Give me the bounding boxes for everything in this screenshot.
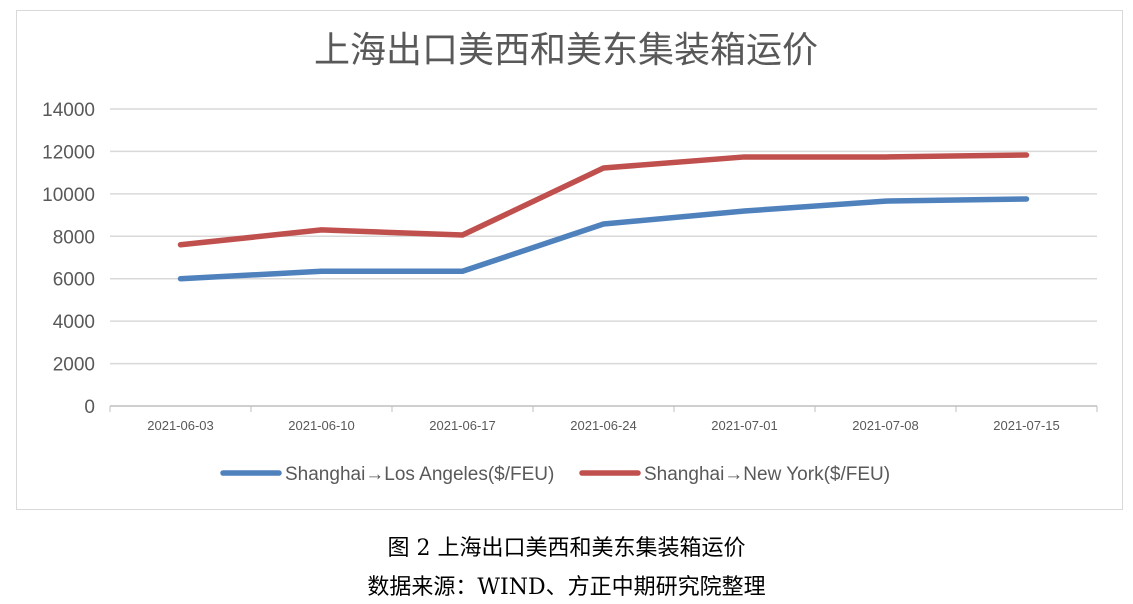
line-chart: 上海出口美西和美东集装箱运价 0 2000 4000 6000 8000 10000 1200… <box>42 30 1098 485</box>
y-tick-label: 4000 <box>53 312 95 333</box>
x-tick-label: 2021-07-08 <box>852 418 919 433</box>
legend-label: Shanghai→Los Angeles($/FEU) <box>285 464 554 485</box>
x-tick-label: 2021-07-15 <box>993 418 1060 433</box>
y-tick-label: 0 <box>84 397 95 418</box>
x-tick-label: 2021-07-01 <box>711 418 778 433</box>
x-tick-label: 2021-06-17 <box>429 418 496 433</box>
y-tick-label: 12000 <box>42 142 95 163</box>
y-tick-label: 2000 <box>53 355 95 376</box>
chart-frame <box>16 10 1123 510</box>
series-line-0 <box>177 196 1030 282</box>
x-tick-label: 2021-06-10 <box>288 418 355 433</box>
y-tick-label: 8000 <box>53 227 95 248</box>
legend-label: Shanghai→New York($/FEU) <box>644 464 890 485</box>
y-tick-label: 6000 <box>53 270 95 291</box>
x-tick-label: 2021-06-03 <box>147 418 214 433</box>
y-tick-label: 10000 <box>42 185 95 206</box>
source-caption: 数据来源：WIND、方正中期研究院整理 <box>367 575 766 600</box>
x-tick-label: 2021-06-24 <box>570 418 637 433</box>
y-tick-label: 14000 <box>42 100 95 121</box>
figure-caption: 图 2 上海出口美西和美东集装箱运价 <box>387 536 746 561</box>
chart-title: 上海出口美西和美东集装箱运价 <box>314 30 818 71</box>
